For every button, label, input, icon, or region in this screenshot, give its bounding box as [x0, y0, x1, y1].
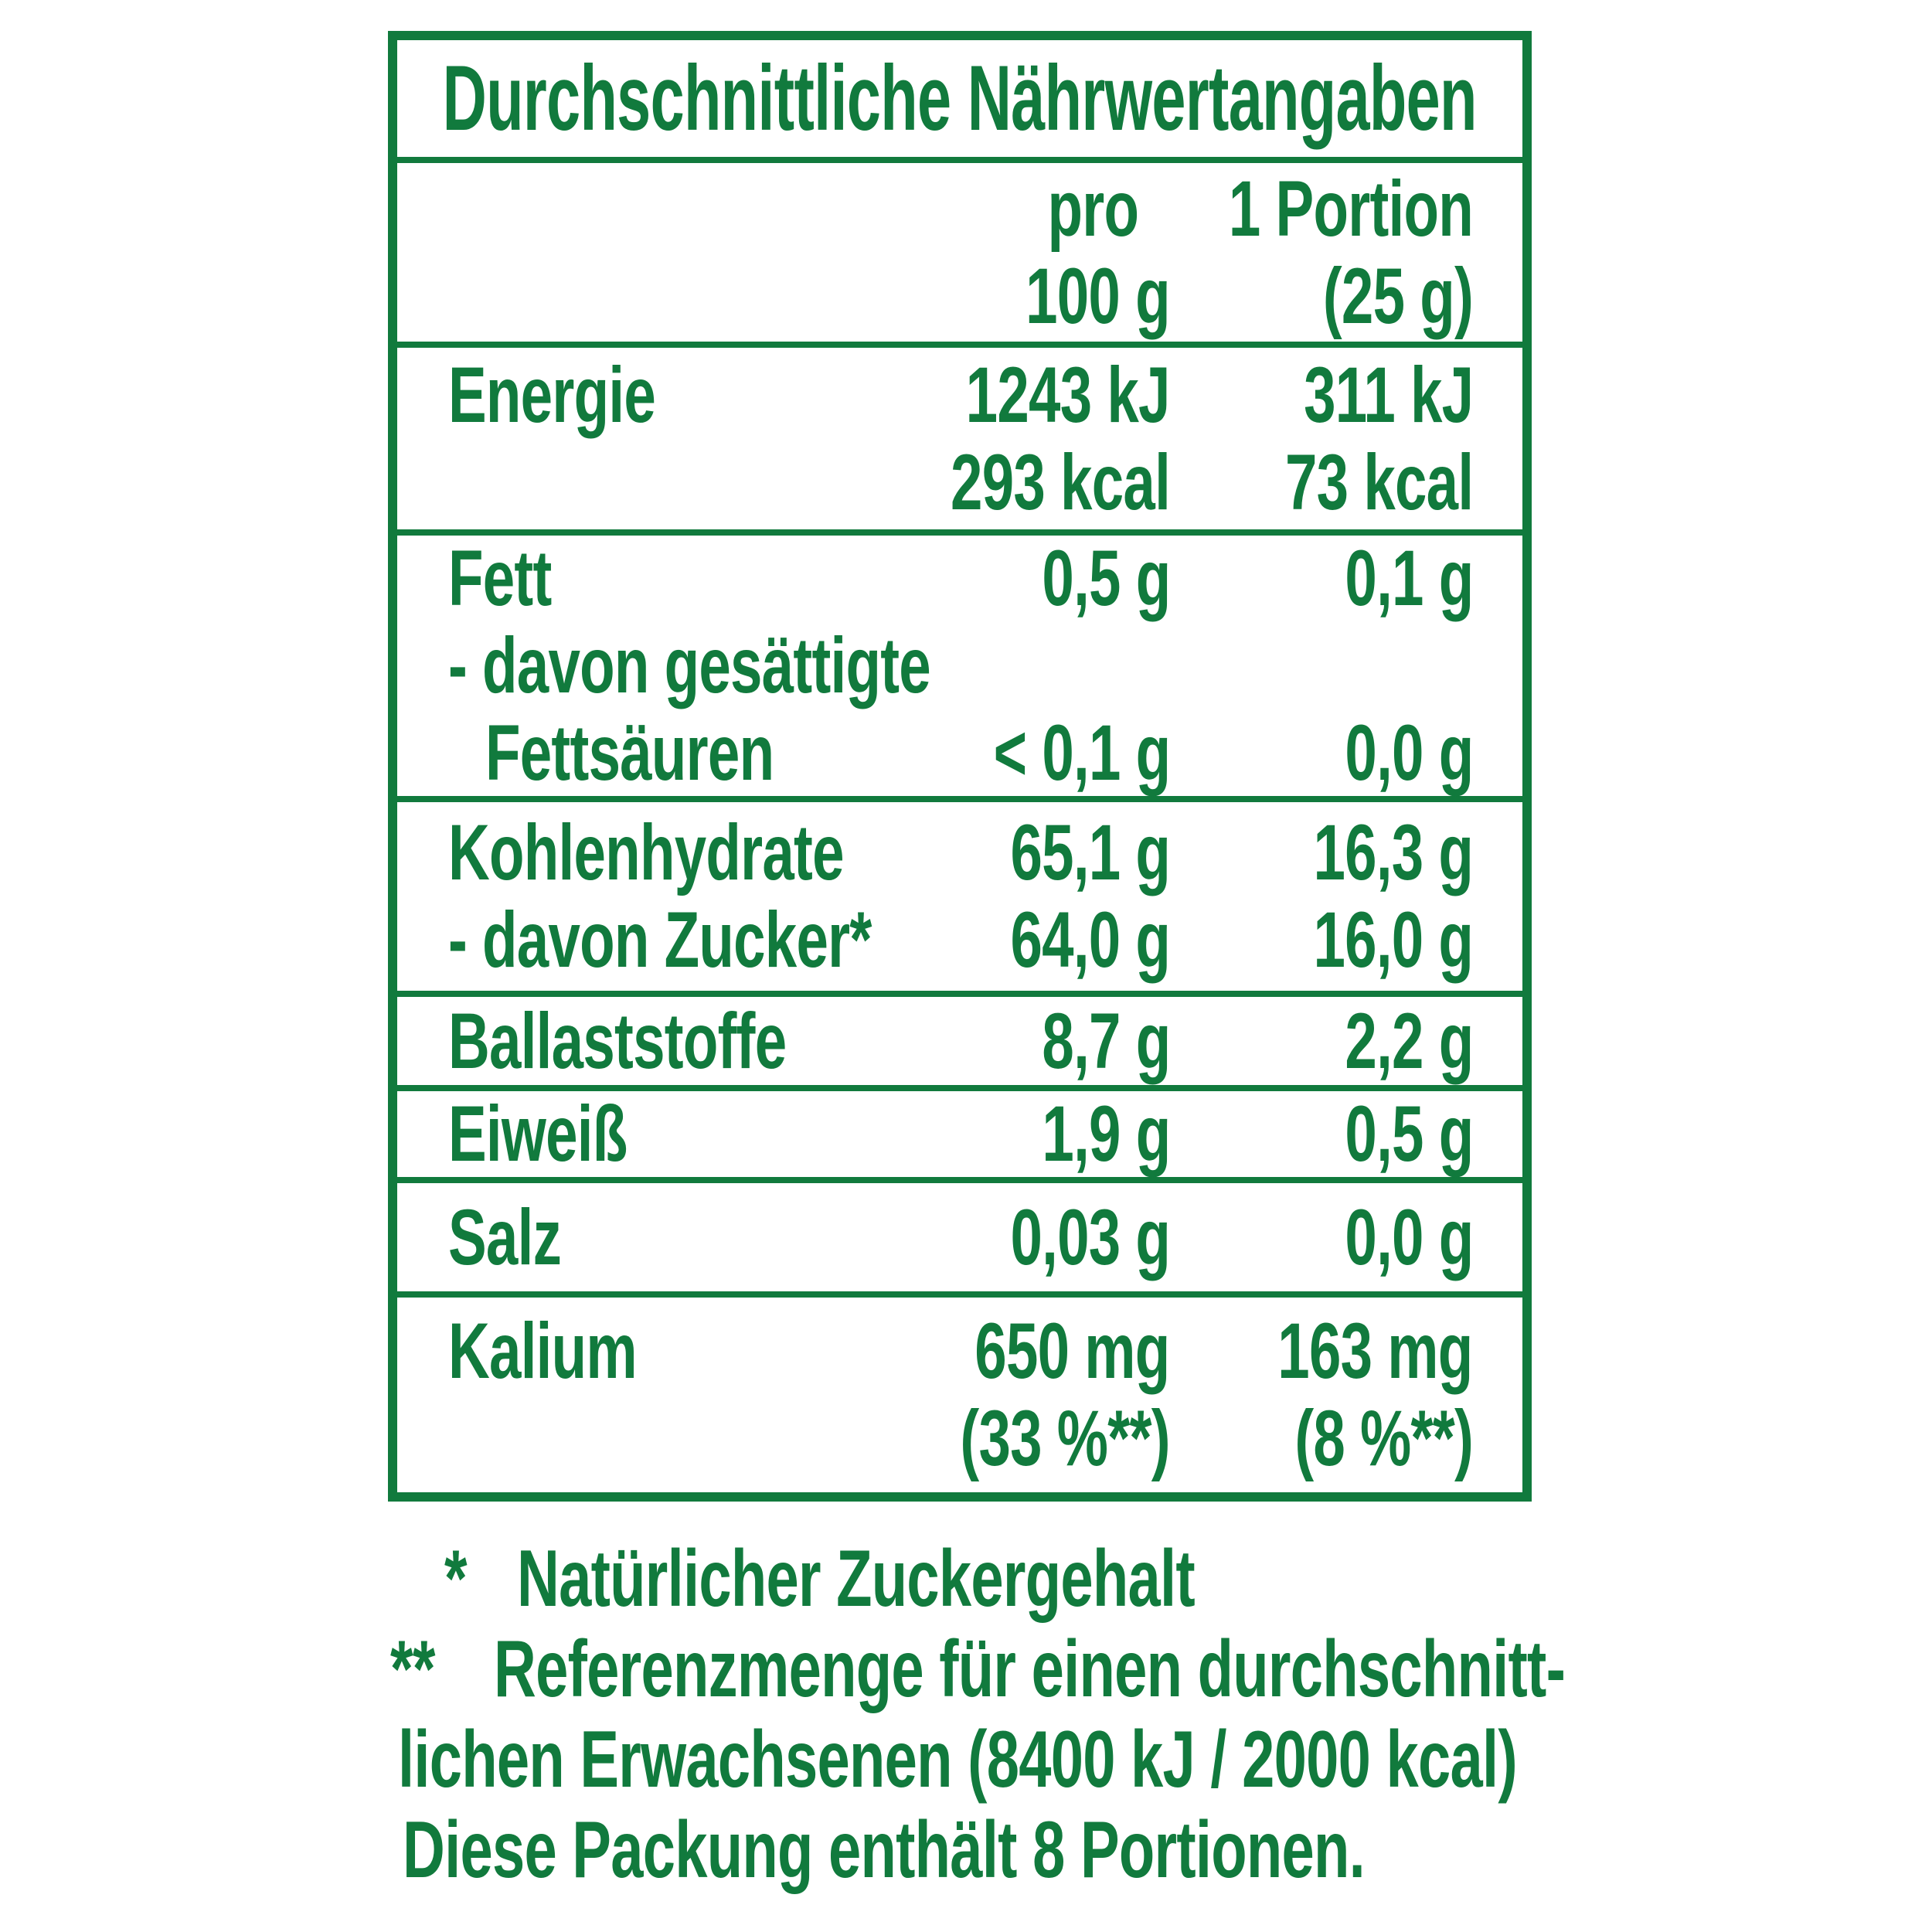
col-header-portion: 1 Portion [1228, 164, 1474, 253]
value-per-portion: 163 mg [1277, 1307, 1474, 1395]
col-header-per-100g-unit: 100 g [1026, 251, 1170, 340]
col-header-per-100g: pro [1047, 164, 1138, 253]
value-per-100g: 1,9 g [1041, 1090, 1171, 1178]
row-sublabel: Fettsäuren [485, 709, 774, 797]
table-row-energie: Energie 1243 kJ 311 kJ 293 kcal 73 kcal [397, 348, 1522, 536]
table-title-row: Durchschnittliche Nährwertangaben [397, 40, 1522, 163]
footnote-text: Referenzmenge für einen durchschnitt- [493, 1624, 1566, 1714]
row-label: Energie [448, 350, 656, 439]
row-label: Kalium [448, 1307, 638, 1395]
footnotes: * Natürlicher Zuckergehalt ** Referenzme… [389, 1534, 1923, 1896]
row-sublabel: - davon gesättigte [448, 621, 931, 709]
value-per-portion: 2,2 g [1344, 996, 1474, 1085]
value-per-100g: 0,5 g [1041, 534, 1171, 622]
column-header-row: pro 1 Portion 100 g (25 g) [397, 163, 1522, 348]
value-per-portion-percent: (8 %**) [1294, 1394, 1473, 1482]
value-per-100g-percent: (33 %**) [960, 1394, 1171, 1482]
table-row-kohlenhydrate: Kohlenhydrate 65,1 g 16,3 g - davon Zuck… [397, 802, 1522, 997]
row-label: Fett [448, 534, 552, 622]
value-per-portion: 311 kJ [1303, 350, 1474, 439]
value-per-portion: 0,1 g [1344, 534, 1474, 622]
value-per-100g: 64,0 g [1010, 896, 1170, 984]
row-sublabel: - davon Zucker* [448, 896, 872, 984]
double-asterisk-marker: ** [390, 1624, 435, 1714]
value-per-100g: 293 kcal [950, 437, 1171, 526]
column-header-line-2: 100 g (25 g) [397, 251, 1522, 340]
footnote-text: Diese Packung enthält 8 Portionen. [403, 1805, 1366, 1895]
value-per-portion: 0,0 g [1344, 709, 1474, 797]
value-per-100g: 1243 kJ [965, 350, 1171, 439]
col-header-portion-unit: (25 g) [1322, 251, 1474, 340]
value-per-100g: 65,1 g [1010, 808, 1170, 896]
row-label: Salz [448, 1192, 562, 1281]
table-row-eiweiss: Eiweiß 1,9 g 0,5 g [397, 1090, 1522, 1183]
footnote-portions-per-pack: Diese Packung enthält 8 Portionen. [389, 1805, 1923, 1896]
table-row-ballaststoffe: Ballaststoffe 8,7 g 2,2 g [397, 997, 1522, 1091]
footnote-text: lichen Erwachsenen (8400 kJ / 2000 kcal) [398, 1715, 1518, 1804]
footnote-reference-amount-cont: lichen Erwachsenen (8400 kJ / 2000 kcal) [389, 1715, 1923, 1805]
table-title: Durchschnittliche Nährwertangaben [442, 46, 1478, 150]
value-per-100g: < 0,1 g [993, 709, 1170, 797]
row-label: Kohlenhydrate [448, 808, 845, 896]
footnote-natural-sugar: * Natürlicher Zuckergehalt [389, 1534, 1923, 1624]
footnote-reference-amount: ** Referenzmenge für einen durchschnitt- [389, 1624, 1923, 1715]
table-row-kalium: Kalium 650 mg 163 mg (33 %**) (8 %**) [397, 1298, 1522, 1492]
value-per-100g: 8,7 g [1041, 996, 1171, 1085]
value-per-portion: 0,5 g [1344, 1090, 1474, 1178]
value-per-portion: 0,0 g [1344, 1192, 1474, 1281]
value-per-portion: 73 kcal [1284, 437, 1474, 526]
value-per-portion: 16,3 g [1313, 808, 1473, 896]
table-row-fett: Fett 0,5 g 0,1 g - davon gesättigte Fett… [397, 534, 1522, 802]
row-label: Ballaststoffe [448, 996, 787, 1085]
asterisk-marker: * [444, 1534, 468, 1624]
value-per-100g: 0,03 g [1010, 1192, 1170, 1281]
column-header-line-1: pro 1 Portion [397, 165, 1522, 253]
row-label: Eiweiß [448, 1090, 628, 1178]
table-row-salz: Salz 0,03 g 0,0 g [397, 1183, 1522, 1298]
footnote-text: Natürlicher Zuckergehalt [517, 1534, 1196, 1624]
value-per-100g: 650 mg [975, 1307, 1171, 1395]
value-per-portion: 16,0 g [1313, 896, 1473, 984]
nutrition-table: Durchschnittliche Nährwertangaben pro 1 … [388, 31, 1532, 1502]
